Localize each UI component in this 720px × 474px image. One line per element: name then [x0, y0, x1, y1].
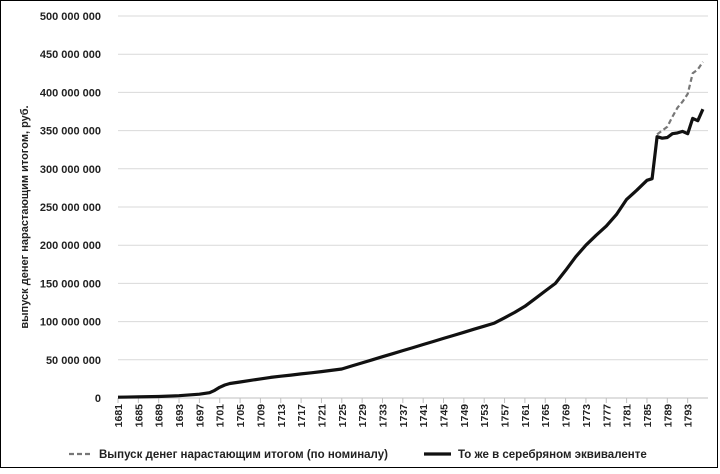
y-axis-ticks: 0 50 000 000 100 000 000 150 000 000 200 000… — [40, 11, 101, 405]
x-tick-label: 1733 — [377, 404, 389, 428]
x-tick-label: 1781 — [622, 404, 634, 428]
x-tick-label: 1757 — [500, 404, 512, 428]
x-axis-ticks: 1681 1685 1689 1693 1697 1701 1705 1709 1713 1717… — [113, 398, 695, 427]
legend-label: То же в серебряном эквиваленте — [458, 449, 647, 461]
y-tick-label: 300 000 000 — [40, 164, 101, 176]
y-tick-label: 250 000 000 — [40, 202, 101, 214]
x-tick-label: 1705 — [235, 404, 247, 428]
x-tick-label: 1761 — [520, 404, 532, 428]
legend-label: Выпуск денег нарастающим итогом (по номи… — [99, 449, 388, 461]
x-tick-label: 1741 — [418, 404, 430, 428]
y-tick-label: 150 000 000 — [40, 278, 101, 290]
x-tick-label: 1773 — [581, 404, 593, 428]
x-tick-label: 1689 — [154, 404, 166, 428]
y-tick-label: 500 000 000 — [40, 11, 101, 23]
y-tick-label: 50 000 000 — [46, 355, 101, 367]
y-tick-label: 350 000 000 — [40, 126, 101, 138]
x-tick-label: 1693 — [174, 404, 186, 428]
x-tick-label: 1713 — [276, 404, 288, 428]
x-tick-label: 1721 — [316, 404, 328, 428]
x-tick-label: 1753 — [479, 404, 491, 428]
x-tick-label: 1717 — [296, 404, 308, 428]
series-lines — [117, 61, 705, 399]
x-tick-label: 1769 — [561, 404, 573, 428]
x-tick-label: 1685 — [133, 404, 145, 428]
x-tick-label: 1729 — [357, 404, 369, 428]
y-tick-label: 100 000 000 — [40, 317, 101, 329]
x-tick-label: 1765 — [540, 404, 552, 428]
y-tick-label: 200 000 000 — [40, 240, 101, 252]
x-tick-label: 1737 — [398, 404, 410, 428]
x-tick-label: 1777 — [601, 404, 613, 428]
legend: Выпуск денег нарастающим итогом (по номи… — [69, 449, 647, 461]
x-tick-label: 1793 — [683, 404, 695, 428]
x-tick-label: 1749 — [459, 404, 471, 428]
y-tick-label: 450 000 000 — [40, 49, 101, 61]
x-tick-label: 1709 — [255, 404, 267, 428]
grid-lines — [118, 15, 708, 361]
x-tick-label: 1681 — [113, 404, 125, 428]
x-tick-label: 1697 — [194, 404, 206, 428]
y-tick-label: 400 000 000 — [40, 87, 101, 99]
y-tick-label: 0 — [95, 393, 101, 405]
x-tick-label: 1745 — [439, 404, 451, 428]
x-tick-label: 1701 — [215, 404, 227, 428]
y-axis-label: выпуск денег нарастающим итогом, руб. — [19, 105, 31, 328]
series-line-nominal — [656, 61, 704, 136]
series-line-silver — [117, 108, 705, 399]
x-tick-label: 1725 — [337, 404, 349, 428]
x-tick-label: 1785 — [642, 404, 654, 428]
x-tick-label: 1789 — [662, 404, 674, 428]
